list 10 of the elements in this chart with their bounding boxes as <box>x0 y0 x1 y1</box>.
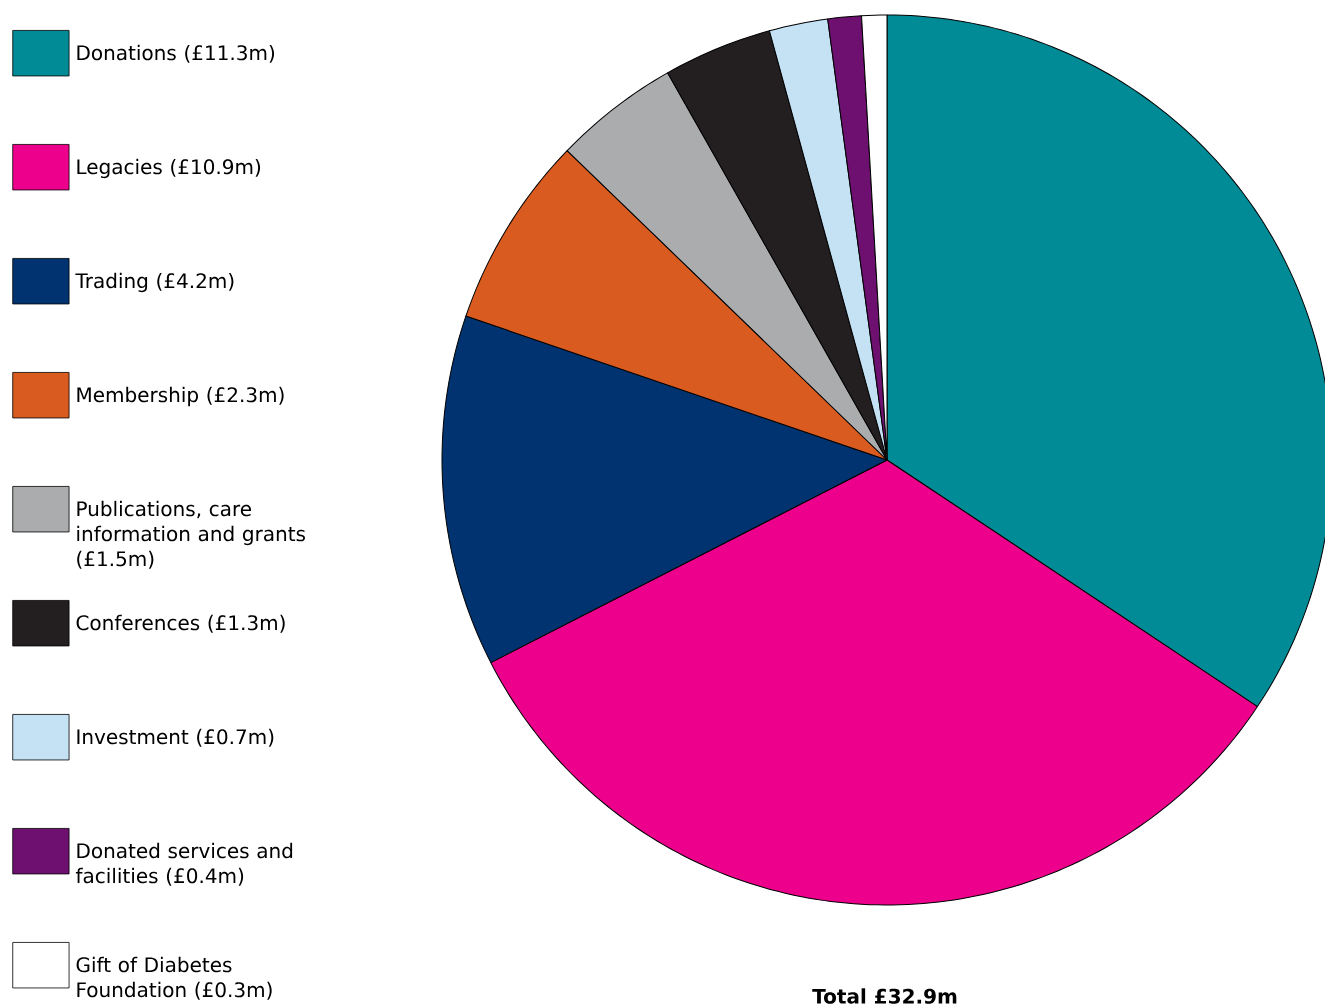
legend-label: Gift of Diabetes Foundation (£0.3m) <box>76 956 272 1000</box>
text: Total £32.9m <box>812 988 957 1004</box>
legend-label: Investment (£0.7m) <box>77 728 274 747</box>
legend-label: Legacies (£10.9m) <box>77 158 261 179</box>
legend-label: Trading (£4.2m) <box>75 272 234 293</box>
legend-label: Donations (£11.3m) <box>77 44 275 63</box>
legend-label: Membership (£2.3m) <box>77 386 284 407</box>
legend-label: Publications, care information and grants (£1.5m) <box>77 500 306 569</box>
legend-label: Conferences (£1.3m) <box>76 614 285 633</box>
legend-label: Donated services and facilities (£0.4m) <box>75 842 293 886</box>
